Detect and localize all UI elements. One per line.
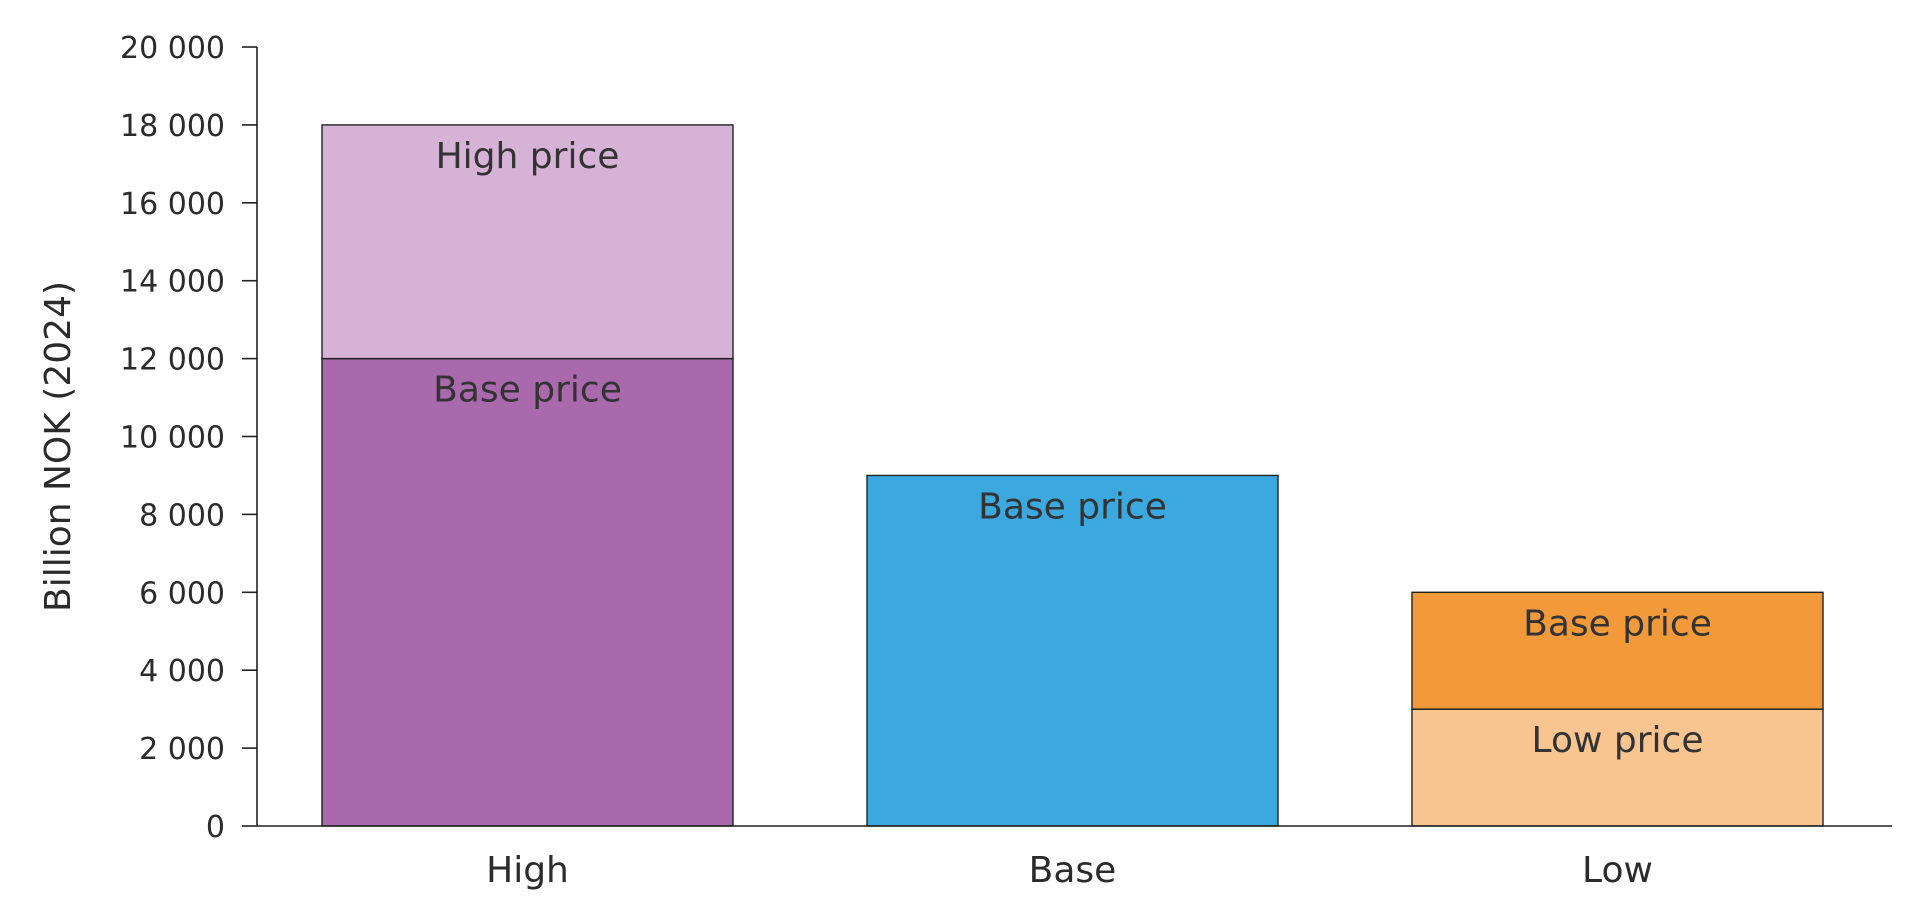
y-tick-label: 0: [206, 810, 225, 845]
y-tick-label: 10 000: [120, 421, 225, 456]
y-tick-label: 14 000: [120, 265, 225, 300]
y-tick-label: 12 000: [120, 343, 225, 378]
x-axis-labels: High Base Low: [486, 850, 1653, 891]
x-category-label: High: [486, 850, 569, 891]
y-tick-label: 20 000: [120, 31, 225, 66]
bar-segment-base-base-price: [866, 474, 1279, 827]
x-category-label: Low: [1582, 850, 1653, 891]
y-axis-title: Billion NOK (2024): [38, 281, 79, 612]
bar-segment-high-base-price: [321, 357, 734, 827]
segment-label: Base price: [1523, 603, 1712, 644]
bars: [321, 124, 1824, 827]
y-tick-label: 8 000: [139, 498, 225, 533]
bar-segment-high-high-price: [321, 124, 734, 360]
y-tick-label: 6 000: [139, 576, 225, 611]
segment-label: Base price: [978, 486, 1167, 527]
y-axis-ticks: 0 2 000 4 000 6 000 8 000 10 000 12 000 14 000 1…: [120, 31, 257, 845]
y-tick-label: 16 000: [120, 187, 225, 222]
y-tick-label: 18 000: [120, 109, 225, 144]
segment-labels: Base price High price Base price Low price B…: [433, 136, 1712, 761]
segment-label: Base price: [433, 370, 622, 411]
segment-label: Low price: [1532, 720, 1704, 761]
bar-segment-low-base-price: [1411, 591, 1824, 710]
y-tick-label: 4 000: [139, 654, 225, 689]
y-tick-label: 2 000: [139, 732, 225, 767]
bar-segment-low-low-price: [1411, 708, 1824, 827]
x-category-label: Base: [1029, 850, 1117, 891]
segment-label: High price: [436, 136, 620, 177]
